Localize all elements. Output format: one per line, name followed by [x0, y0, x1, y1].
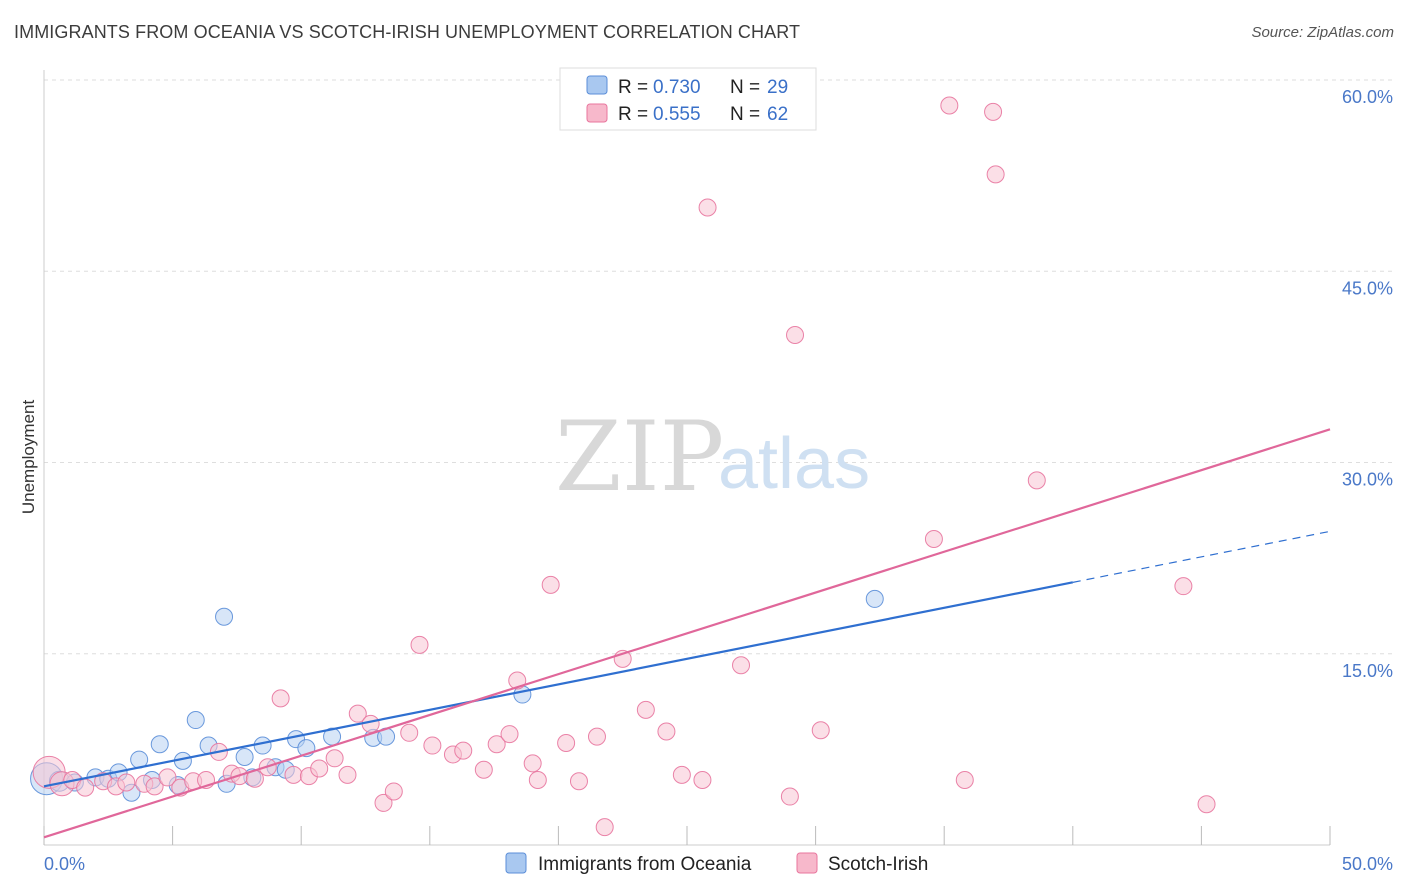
point-scotch-irish [986, 165, 1005, 184]
point-scotch-irish [338, 765, 357, 784]
point-scotch-irish [423, 736, 442, 755]
point-scotch-irish [811, 721, 830, 740]
point-oceania [253, 736, 272, 755]
point-scotch-irish [780, 787, 799, 806]
point-scotch-irish [1197, 795, 1216, 814]
point-scotch-irish [1174, 577, 1193, 596]
y-tick-label: 60.0% [1342, 87, 1393, 107]
series-swatch-scotch-irish [796, 852, 818, 874]
point-scotch-irish [474, 760, 493, 779]
point-scotch-irish [117, 773, 136, 792]
point-scotch-irish [384, 782, 403, 801]
legend-r-value: 0.555 [653, 104, 701, 125]
legend-swatch-scotch-irish [586, 103, 608, 123]
legend-swatch-oceania [586, 75, 608, 95]
point-scotch-irish [348, 704, 367, 723]
point-scotch-irish [410, 635, 429, 654]
trend-line-oceania-extension [1072, 530, 1331, 583]
series-legend: Immigrants from Oceania Scotch-Irish [505, 852, 928, 875]
point-scotch-irish [636, 700, 655, 719]
point-oceania [150, 735, 169, 754]
point-scotch-irish [400, 723, 419, 742]
point-oceania [865, 589, 884, 608]
series-swatch-oceania [505, 852, 527, 874]
point-scotch-irish [955, 770, 974, 789]
legend-r-label: R = [618, 104, 648, 125]
watermark-atlas: atlas [718, 424, 870, 504]
grid-lines [44, 79, 1395, 655]
legend-r-label: R = [618, 77, 648, 98]
point-scotch-irish [487, 735, 506, 754]
point-scotch-irish [145, 777, 164, 796]
point-scotch-irish [325, 749, 344, 768]
point-scotch-irish [523, 754, 542, 773]
point-oceania [235, 748, 254, 767]
legend-n-label: N = [730, 104, 760, 125]
point-scotch-irish [284, 765, 303, 784]
legend: R = 0.730 N = 29 R = 0.555 N = 62 [559, 67, 817, 131]
point-scotch-irish [672, 765, 691, 784]
legend-n-value: 62 [767, 104, 788, 125]
watermark-zip: ZIP [555, 401, 724, 513]
watermark: ZIP atlas [555, 401, 870, 513]
y-tick-label: 30.0% [1342, 470, 1393, 490]
series-label-oceania: Immigrants from Oceania [538, 854, 752, 875]
point-scotch-irish [786, 326, 805, 344]
point-scotch-irish [271, 689, 290, 708]
source-attribution: Source: ZipAtlas.com [1251, 24, 1394, 41]
chart-title: IMMIGRANTS FROM OCEANIA VS SCOTCH-IRISH … [14, 22, 801, 42]
point-scotch-irish [310, 759, 329, 778]
point-scotch-irish [76, 778, 95, 797]
point-oceania [215, 607, 234, 626]
point-scotch-irish [587, 727, 606, 746]
point-scotch-irish [541, 575, 560, 594]
legend-n-label: N = [730, 77, 760, 98]
trend-lines [43, 428, 1331, 839]
point-scotch-irish [454, 741, 473, 760]
point-scotch-irish [500, 725, 519, 744]
point-scotch-irish [158, 768, 177, 787]
point-scotch-irish [924, 530, 943, 548]
point-scotch-irish [374, 793, 393, 812]
point-scotch-irish [557, 734, 576, 752]
series-label-scotch-irish: Scotch-Irish [828, 854, 928, 875]
y-axis-label: Unemployment [19, 400, 38, 515]
legend-n-value: 29 [767, 77, 788, 98]
point-scotch-irish [732, 656, 751, 675]
point-scotch-irish [657, 722, 676, 741]
point-scotch-irish [528, 770, 547, 789]
legend-r-value: 0.730 [653, 77, 701, 98]
point-scotch-irish [569, 772, 588, 791]
tick-labels: 15.0% 30.0% 45.0% 60.0% 0.0% 50.0% [44, 87, 1393, 874]
x-tick-label: 0.0% [44, 854, 85, 874]
point-oceania [186, 711, 205, 730]
axes [43, 70, 1331, 846]
x-tick-label: 50.0% [1342, 854, 1393, 874]
trend-line-oceania [43, 581, 1074, 788]
point-scotch-irish [693, 770, 712, 789]
trend-line-scotch-irish [43, 428, 1331, 839]
point-scotch-irish [1027, 471, 1046, 490]
y-tick-label: 15.0% [1342, 661, 1393, 681]
point-scotch-irish [595, 818, 614, 837]
point-scotch-irish [698, 198, 717, 217]
point-scotch-irish [940, 96, 959, 115]
point-scotch-irish [984, 102, 1003, 121]
y-tick-label: 45.0% [1342, 278, 1393, 298]
data-points [30, 96, 1216, 837]
